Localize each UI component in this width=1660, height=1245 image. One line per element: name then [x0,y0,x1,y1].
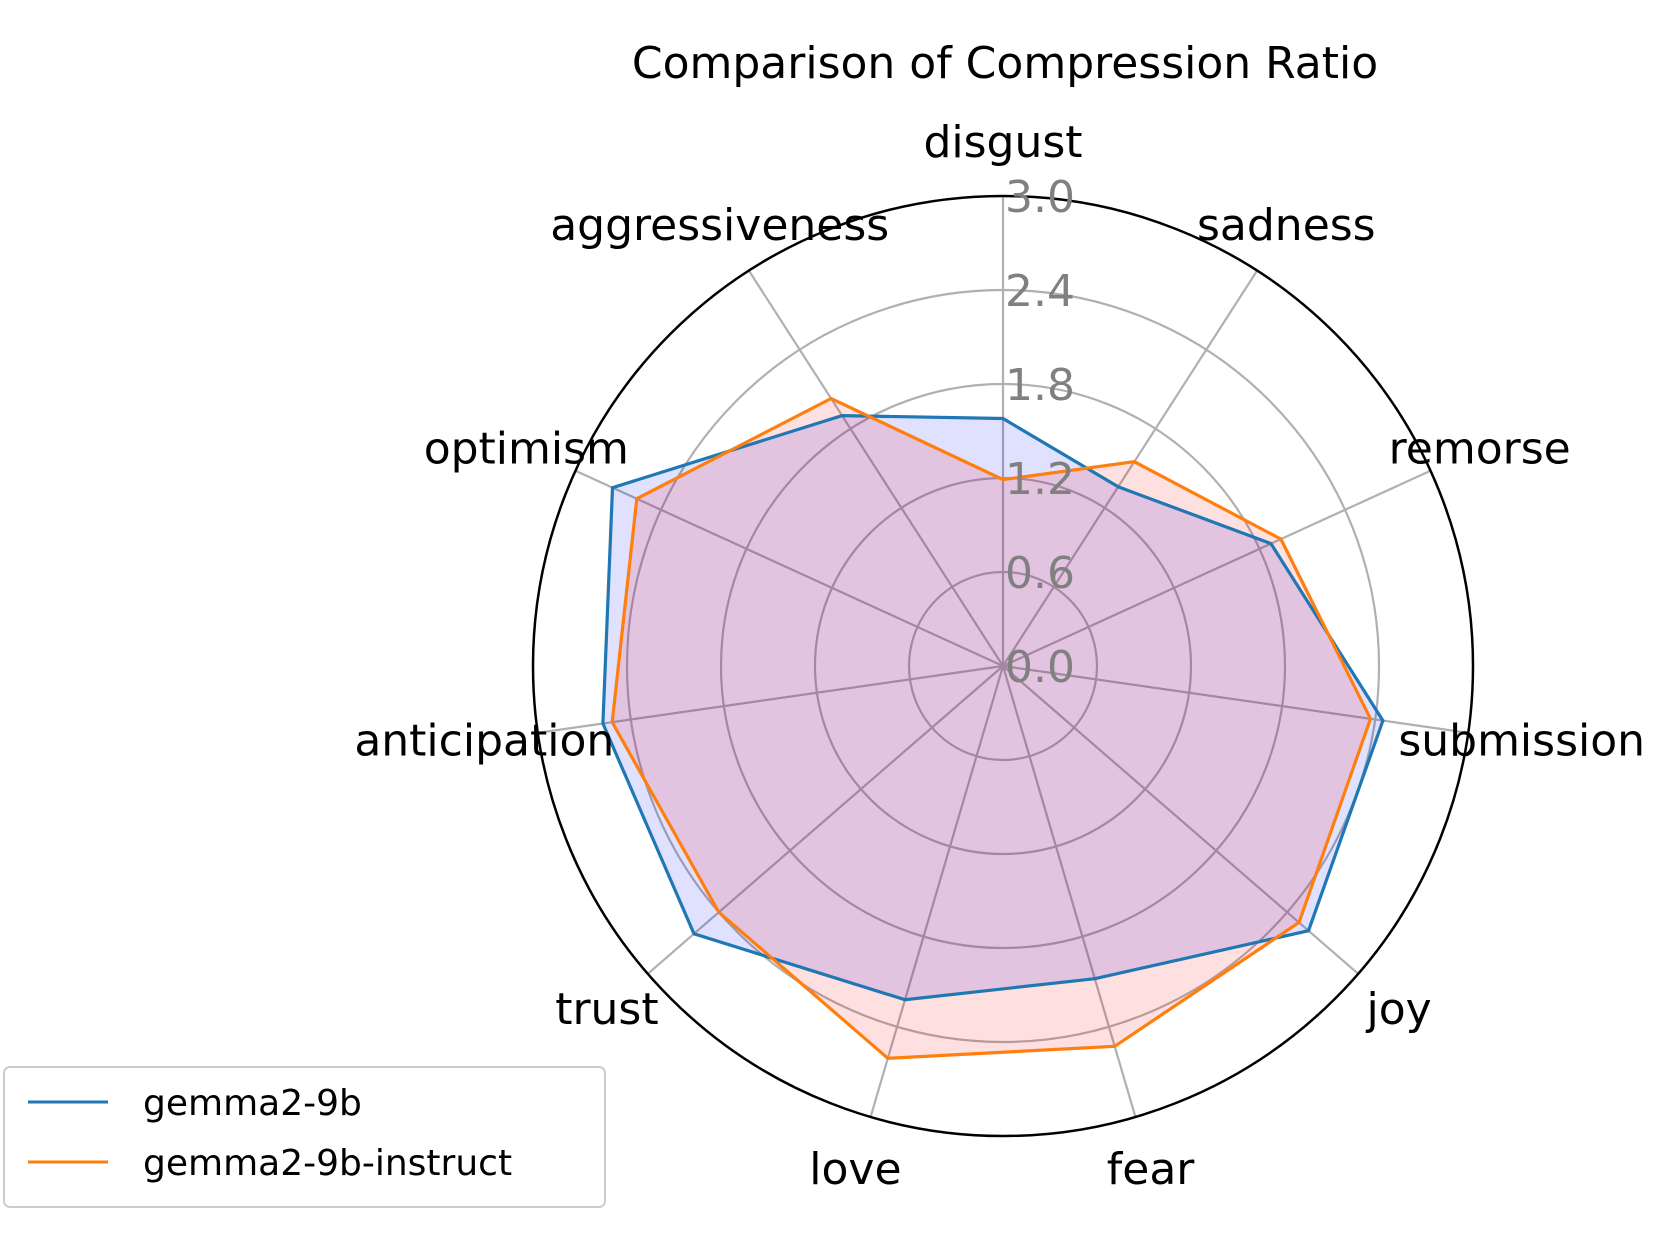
category-label-fear: fear [1107,1144,1196,1195]
spoke-fear [1001,665,1137,1118]
series-line-0 [601,413,1385,1002]
r-tick-label-0: 0.0 [1005,642,1075,693]
category-label-submission: submission [1398,716,1645,767]
radial-tick-labels: 0.0 0.6 1.2 1.8 2.4 3.0 [1005,172,1075,693]
series-layer [601,396,1385,1060]
chart-title: Comparison of Compression Ratio [632,38,1378,89]
series-area-1 [612,398,1371,1059]
category-label-anticipation: anticipation [354,716,614,767]
category-labels: disgust sadness remorse submission joy fear lo… [354,117,1645,1195]
category-label-disgust: disgust [923,117,1082,168]
category-label-remorse: remorse [1389,423,1571,474]
category-label-joy: joy [1366,984,1432,1035]
r-tick-label-2: 1.2 [1005,454,1075,505]
spoke-optimism [575,469,1004,668]
spoke-sadness [1002,270,1259,667]
spoke-love [869,665,1005,1118]
spoke-anticipation [537,664,1004,734]
category-label-sadness: sadness [1197,200,1376,251]
legend-label-gemma2-9b-instruct: gemma2-9b-instruct [143,1143,512,1184]
spoke-submission [1002,664,1469,734]
legend-label-gemma2-9b: gemma2-9b [143,1083,362,1124]
r-tick-label-3: 1.8 [1005,360,1075,411]
category-label-love: love [809,1144,901,1195]
r-tick-label-5: 3.0 [1005,172,1075,223]
r-tick-label-1: 0.6 [1005,548,1075,599]
legend: gemma2-9b gemma2-9b-instruct [3,1066,606,1208]
spoke-aggressiveness [747,270,1004,667]
outer-ring [531,194,1475,1138]
category-label-trust: trust [555,984,658,1035]
spoke-remorse [1002,469,1431,668]
r-tick-label-4: 2.4 [1005,266,1075,317]
category-label-optimism: optimism [424,423,629,474]
category-label-aggressiveness: aggressiveness [550,200,889,251]
series-area-0 [602,415,1383,1000]
legend-box [3,1066,606,1208]
spoke-trust [647,665,1004,975]
series-line-1 [610,396,1373,1060]
